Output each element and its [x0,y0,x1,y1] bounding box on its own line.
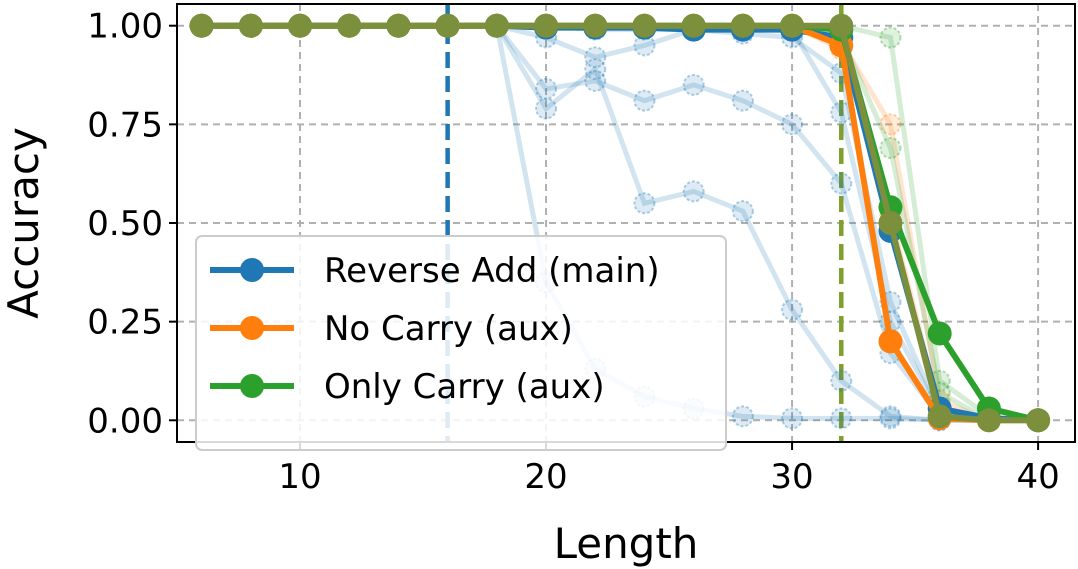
y-tick-label: 1.00 [87,7,163,47]
series-point [189,13,214,38]
series-point [337,13,362,38]
series-point [927,321,952,346]
series-point [730,13,755,38]
series-point [386,13,411,38]
faint-run-point [633,192,656,215]
faint-run-point [781,407,804,430]
series-point [780,13,805,38]
faint-run-point [731,200,754,223]
faint-run-point [879,113,902,136]
y-axis-label: Accuracy [0,127,48,319]
legend: Reverse Add (main) No Carry (aux) Only Car… [195,235,727,451]
y-tick-label: 0.00 [87,401,163,441]
faint-run-point [781,298,804,321]
faint-run-point [879,26,902,49]
series [189,13,1051,433]
x-tick-label: 10 [278,457,321,497]
faint-run-point [682,73,705,96]
x-tick-label: 40 [1016,457,1059,497]
legend-swatch-marker [240,374,264,398]
series-point [927,404,952,429]
faint-run-point [584,58,607,81]
series-point [583,13,608,38]
x-tick-label: 30 [770,457,813,497]
faint-run-point [879,407,902,430]
legend-swatch-marker [240,258,264,282]
legend-label: Only Carry (aux) [324,367,605,407]
series-point [829,13,854,38]
faint-run-point [830,369,853,392]
x-axis-label: Length [554,519,699,568]
y-tick-label: 0.25 [87,303,163,343]
series-point [878,329,903,354]
series-point [534,13,559,38]
faint-run-point [830,407,853,430]
faint-run-point [781,113,804,136]
faint-run-point [535,77,558,100]
series-point [681,13,706,38]
faint-run-point [731,89,754,112]
y-tick-label: 0.50 [87,204,163,244]
x-tick-label: 20 [524,457,567,497]
legend-swatch-marker [240,316,264,340]
y-tick-label: 0.75 [87,105,163,145]
series-point [435,13,460,38]
legend-label: No Carry (aux) [324,309,573,349]
series-point [238,13,263,38]
series-point [1026,408,1051,433]
legend-box [195,235,727,451]
series-point [632,13,657,38]
faint-run-point [682,180,705,203]
series-point [288,13,313,38]
faint-run-point [731,405,754,428]
legend-label: Reverse Add (main) [324,251,660,291]
faint-run-point [535,97,558,120]
faint-run-point [633,89,656,112]
series-point [976,408,1001,433]
series-point [878,211,903,235]
faint-run-point [584,46,607,69]
faint-run-point [830,172,853,195]
faint-run-point [879,137,902,160]
faint-run-point [584,69,607,92]
series-point [484,13,509,38]
ticks: 10 20 30 40 0.00 0.25 0.50 0.75 1.00 [87,7,1059,497]
faint-run-point [879,405,902,428]
